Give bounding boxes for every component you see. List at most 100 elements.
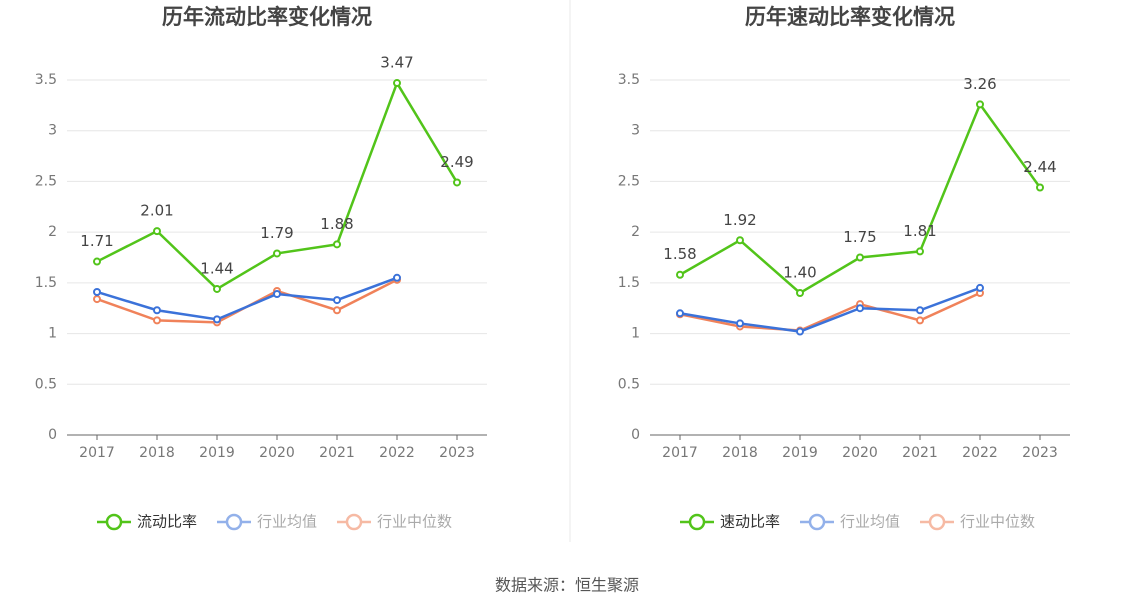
point [976,283,984,292]
y-tick-label: 1 [48,326,57,342]
legend-label: 速动比率 [720,513,780,531]
legend-label: 流动比率 [137,513,197,531]
series-line [96,80,459,291]
point [93,295,101,304]
x-tick-label: 2020 [842,445,878,461]
x-tick-label: 2018 [722,445,758,461]
data-label: 1.71 [80,232,113,250]
point [736,319,744,328]
legend-item[interactable]: 流动比率 [97,513,197,531]
point [273,249,281,258]
point [393,79,401,88]
legend-label: 行业中位数 [377,513,452,531]
y-tick-label: 2 [631,224,640,240]
point [1036,183,1044,192]
x-tick-label: 2021 [319,445,355,461]
point [93,287,101,296]
data-label: 2.01 [140,202,173,220]
x-tick-label: 2018 [139,445,175,461]
x-tick-label: 2022 [962,445,998,461]
legend-item[interactable]: 速动比率 [680,513,780,531]
data-label: 1.88 [320,215,353,233]
data-label: 1.92 [723,211,756,229]
series-line [679,286,981,333]
legend-marker [345,513,363,531]
y-tick-label: 2.5 [618,173,640,189]
data-label: 1.75 [843,228,876,246]
legend-marker [225,513,243,531]
series-line [679,291,981,332]
point [976,100,984,109]
series-line [679,101,1042,295]
point [796,289,804,297]
source: 数据来源：恒生聚源 [495,576,639,595]
data-label: 1.58 [663,245,696,263]
point [333,240,341,249]
data-label: 2.49 [440,153,473,171]
point [393,273,401,282]
legend-label: 行业均值 [840,513,900,531]
x-tick-label: 2017 [79,445,115,461]
data-label: 1.44 [200,259,233,277]
point [333,306,341,315]
x-tick-label: 2019 [199,445,235,461]
chart-title: 历年速动比率变化情况 [745,5,955,29]
point [916,306,924,315]
point [93,257,101,266]
legend-marker [808,513,826,531]
point [453,178,461,187]
point [676,309,684,318]
data-label: 1.81 [903,222,936,240]
y-tick-label: 3 [631,123,640,139]
legend-marker [688,513,706,531]
point [153,306,161,315]
data-label: 3.26 [963,75,996,93]
point [916,316,924,325]
legend-label: 行业中位数 [960,513,1035,531]
y-tick-label: 1.5 [618,275,640,291]
point [333,296,341,305]
legend-marker [105,513,123,531]
y-tick-label: 1.5 [35,275,57,291]
legend-marker [928,513,946,531]
x-tick-label: 2019 [782,445,818,461]
point [676,270,684,279]
y-tick-label: 3.5 [618,72,640,88]
x-tick-label: 2022 [379,445,415,461]
y-tick-label: 0 [48,427,57,443]
chart-title: 历年流动比率变化情况 [162,5,372,29]
legend-item[interactable]: 行业中位数 [920,513,1035,531]
x-tick-label: 2020 [259,445,295,461]
data-label: 1.40 [783,264,816,282]
x-tick-label: 2023 [1022,445,1058,461]
point [153,316,161,325]
data-label: 2.44 [1023,158,1056,176]
series-line [96,276,398,321]
point [213,284,221,293]
y-tick-label: 0.5 [35,376,57,392]
data-label: 3.47 [380,54,413,72]
y-tick-label: 2.5 [35,173,57,189]
point [273,290,281,299]
point [856,304,864,313]
x-tick-label: 2023 [439,445,475,461]
legend-item[interactable]: 行业均值 [217,513,317,531]
y-tick-label: 0.5 [618,376,640,392]
y-tick-label: 2 [48,224,57,240]
point [736,236,744,245]
point [856,253,864,262]
point [213,315,221,324]
data-label: 1.79 [260,224,293,242]
series-line [96,278,398,324]
legend-item[interactable]: 行业中位数 [337,513,452,531]
y-tick-label: 0 [631,427,640,443]
x-tick-label: 2021 [902,445,938,461]
y-tick-label: 1 [631,326,640,342]
y-tick-label: 3 [48,123,57,139]
legend-item[interactable]: 行业均值 [800,513,900,531]
legend-label: 行业均值 [257,513,317,531]
x-tick-label: 2017 [662,445,698,461]
point [153,227,161,236]
point [796,327,804,336]
